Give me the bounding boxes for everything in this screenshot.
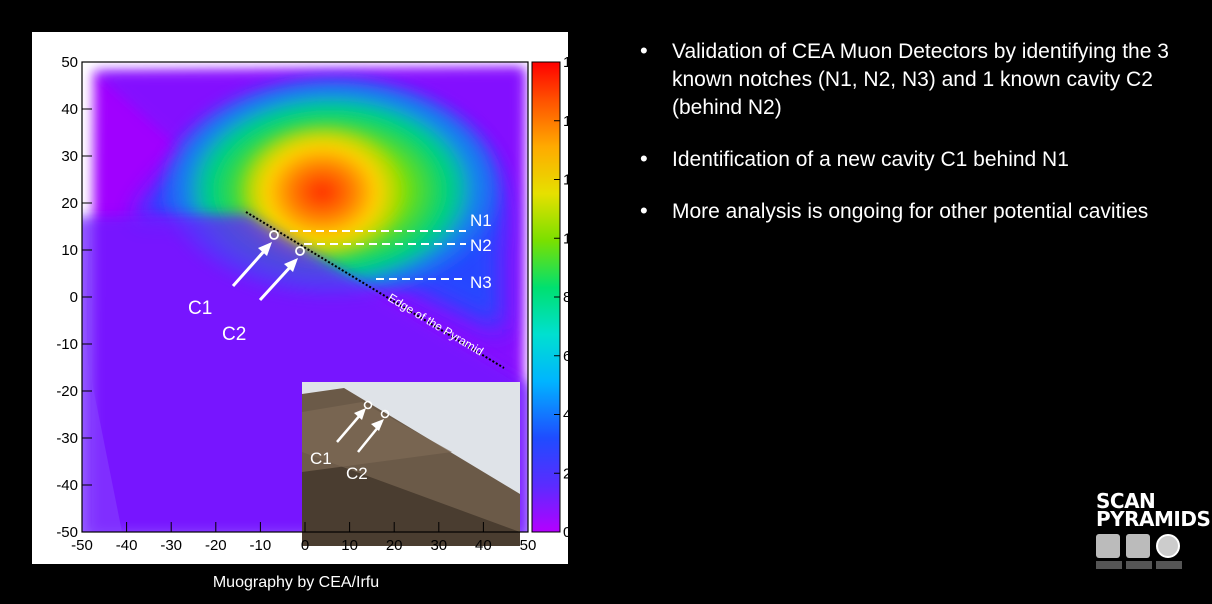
colorbar-tick-label: 800: [563, 289, 568, 306]
inset-c2-arrow: [357, 425, 380, 453]
y-axis: -50 -40 -30 -20 -10 0 10 20 30 40 50: [56, 54, 92, 541]
y-tick-label: -10: [56, 336, 78, 353]
x-tick-label: -50: [71, 537, 93, 554]
x-tick-label: 10: [341, 537, 358, 554]
bullet-item: • More analysis is ongoing for other pote…: [636, 198, 1196, 226]
colorbar-tick-label: 200: [563, 465, 568, 482]
partner-fineprint: [1096, 561, 1208, 569]
colorbar-ticks: 0 200 400 600 800 1000 1200 1400 1600: [554, 54, 568, 541]
y-tick-label: 40: [61, 101, 78, 118]
c2-arrow: [258, 263, 294, 302]
inset-c2-label: C2: [346, 464, 368, 483]
x-tick-label: 40: [475, 537, 492, 554]
n2-label: N2: [470, 236, 492, 255]
hip-emblem-icon: [1096, 534, 1120, 558]
y-tick-label: -50: [56, 524, 78, 541]
y-tick-label: 30: [61, 148, 78, 165]
pyramid-photo-inset: C1 C2: [302, 382, 520, 546]
logo-line-1: SCAN: [1096, 489, 1156, 513]
colorbar-tick-label: 1200: [563, 172, 568, 189]
scanpyramids-logo: SCAN PYRAMIDS: [1096, 489, 1211, 598]
figure-caption: Muography by CEA/Irfu: [212, 574, 380, 591]
bullet-item: • Identification of a new cavity C1 behin…: [636, 146, 1196, 174]
x-tick-label: 30: [430, 537, 447, 554]
bullet-text: Identification of a new cavity C1 behind…: [672, 148, 1069, 171]
x-tick-label: -10: [250, 537, 272, 554]
colorbar-tick-label: 0: [563, 524, 568, 541]
c1-arrow: [231, 248, 268, 287]
n1-label: N1: [470, 211, 492, 230]
inset-c2-marker: [380, 409, 390, 419]
x-axis: -50 -40 -30 -20 -10 0 10 20 30 40 50: [71, 522, 536, 554]
x-tick-label: -20: [205, 537, 227, 554]
y-tick-label: 0: [70, 289, 78, 306]
y-tick-label: 10: [61, 242, 78, 259]
y-tick-label: 50: [61, 54, 78, 71]
eagle-emblem-icon: [1126, 534, 1150, 558]
muography-figure: C1 C2 N1 N2 N3 C1 C2 Edge of the Pyramid…: [32, 32, 568, 564]
bullet-dot-icon: •: [640, 38, 648, 63]
x-tick-label: -40: [116, 537, 138, 554]
inset-c1-arrow: [336, 413, 362, 443]
colorbar-tick-label: 1400: [563, 113, 568, 130]
x-tick-label: 0: [301, 537, 309, 554]
y-tick-label: 20: [61, 195, 78, 212]
c2-label: C2: [222, 324, 246, 345]
bullet-dot-icon: •: [640, 146, 648, 171]
bullet-text: More analysis is ongoing for other poten…: [672, 200, 1149, 223]
c2-marker: [295, 246, 305, 256]
colorbar-tick-label: 600: [563, 348, 568, 365]
y-tick-label: -40: [56, 477, 78, 494]
colorbar-tick-label: 1600: [563, 54, 568, 71]
c1-label: C1: [188, 298, 212, 319]
muography-plot: C1 C2 N1 N2 N3 C1 C2 Edge of the Pyramid…: [56, 54, 568, 554]
university-seal-icon: [1156, 534, 1180, 558]
x-tick-label: 50: [520, 537, 537, 554]
colorbar-tick-label: 1000: [563, 230, 568, 247]
n3-label: N3: [470, 273, 492, 292]
partner-emblems: [1096, 534, 1208, 558]
bullet-dot-icon: •: [640, 198, 648, 223]
y-tick-label: -30: [56, 430, 78, 447]
colorbar-tick-label: 400: [563, 407, 568, 424]
x-tick-label: 20: [386, 537, 403, 554]
inset-c1-marker: [363, 400, 373, 410]
x-tick-label: -30: [160, 537, 182, 554]
y-tick-label: -20: [56, 383, 78, 400]
bullet-text: Validation of CEA Muon Detectors by iden…: [672, 40, 1169, 119]
c1-marker: [269, 230, 279, 240]
bullet-item: • Validation of CEA Muon Detectors by ide…: [636, 38, 1196, 122]
bullet-list: • Validation of CEA Muon Detectors by ide…: [636, 38, 1196, 250]
logo-line-2: PYRAMIDS: [1096, 507, 1211, 531]
inset-c1-label: C1: [310, 449, 332, 468]
